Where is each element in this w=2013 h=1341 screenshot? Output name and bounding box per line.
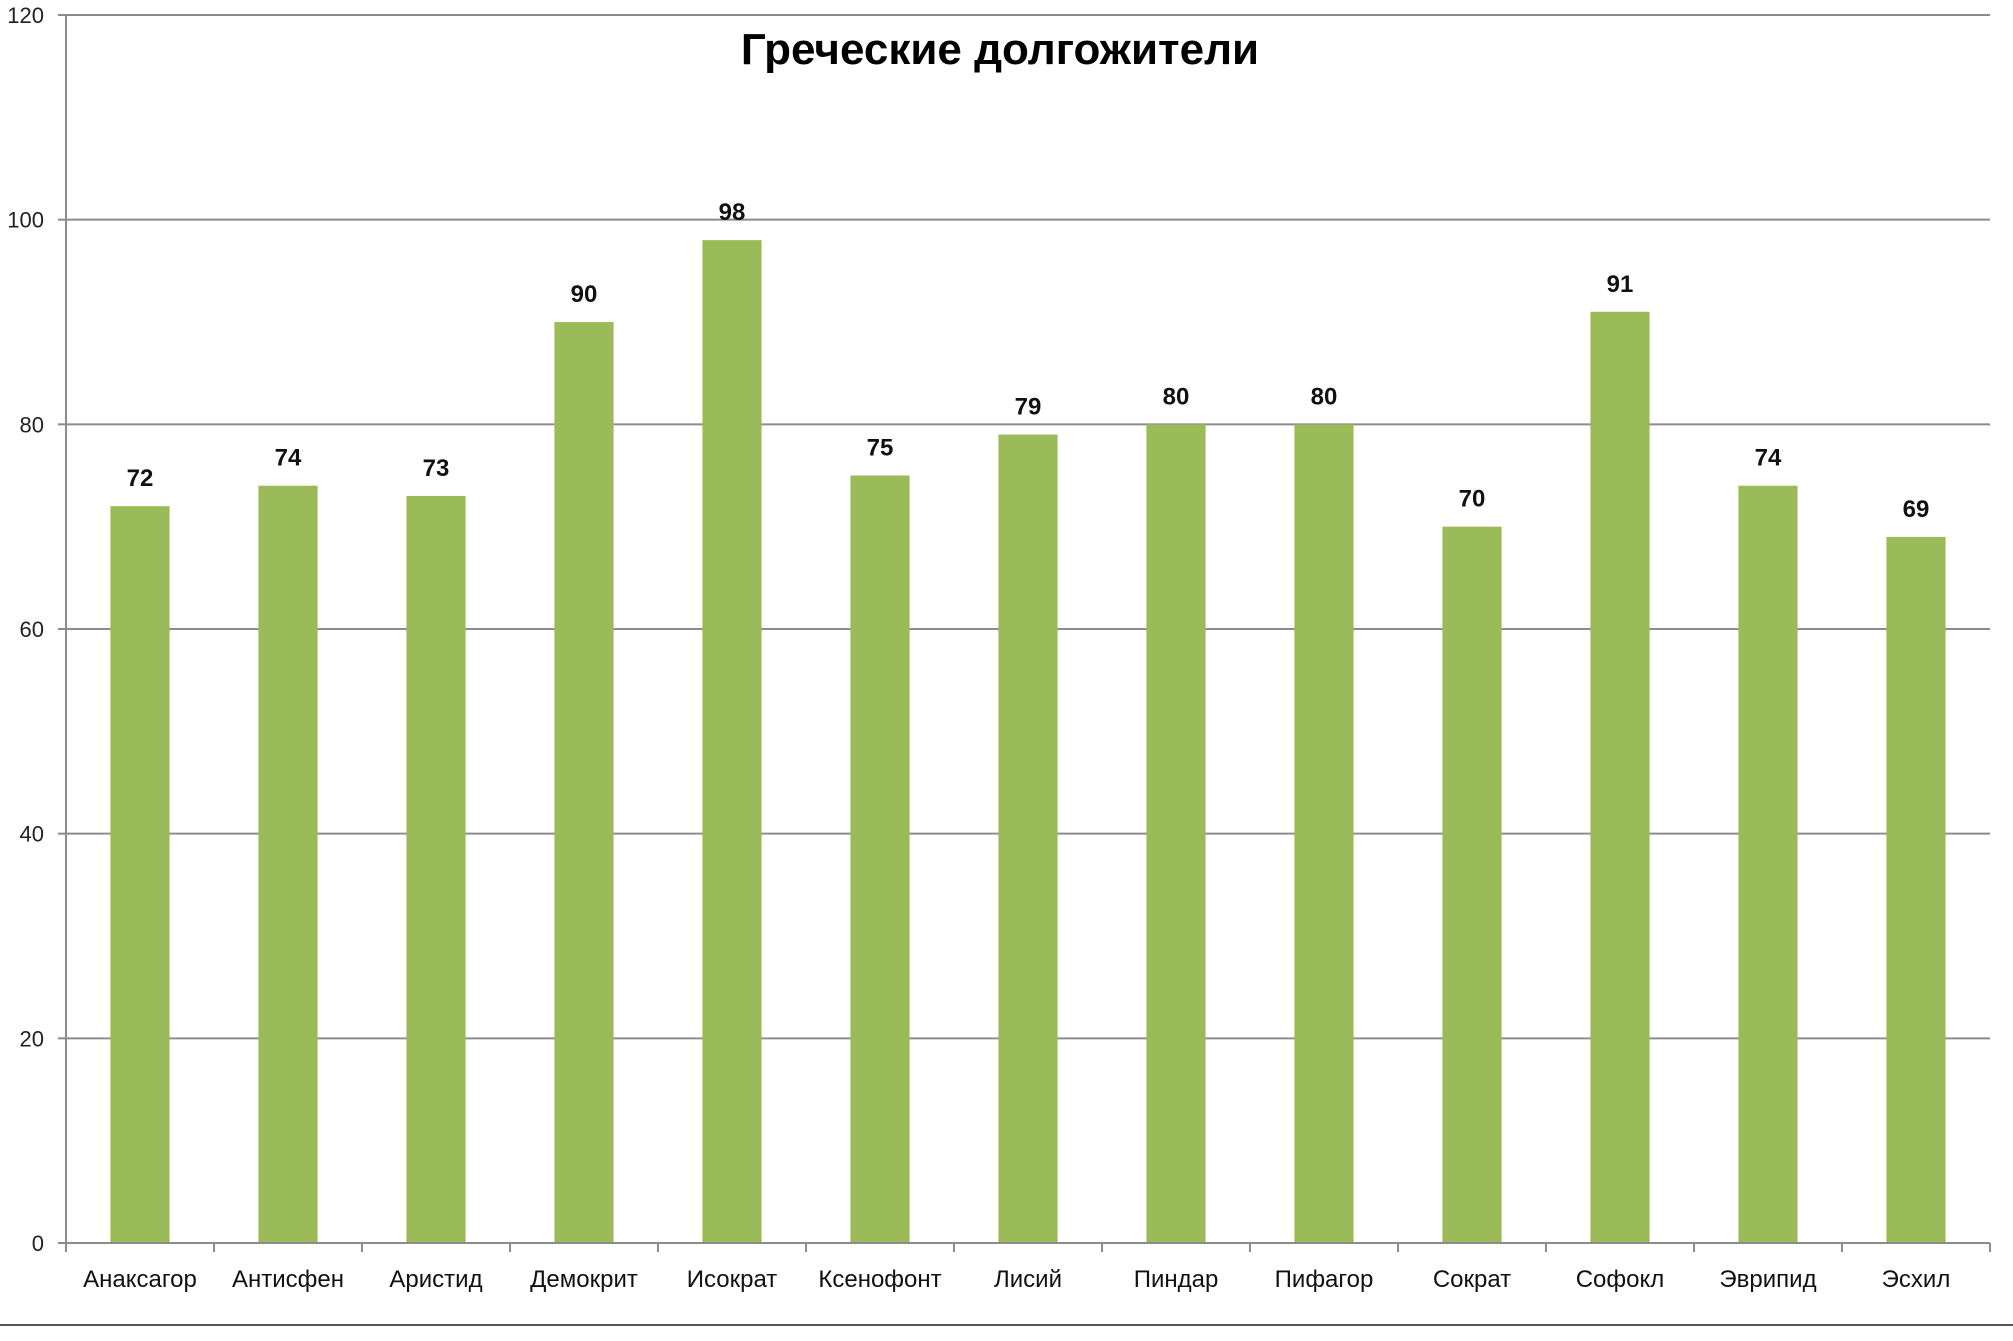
data-label: 72 — [127, 465, 154, 492]
bar-4 — [554, 322, 614, 1243]
bar-13 — [1886, 536, 1946, 1243]
bar-8 — [1146, 424, 1206, 1243]
y-tick-label: 20 — [20, 1026, 44, 1051]
x-tick-label: Пиндар — [1134, 1266, 1219, 1293]
data-label: 75 — [867, 435, 894, 462]
bar-10 — [1442, 526, 1502, 1243]
y-tick-label: 40 — [20, 822, 44, 847]
bar-3 — [406, 495, 466, 1243]
bar-7 — [998, 434, 1058, 1244]
y-tick-label: 80 — [20, 412, 44, 437]
y-tick-label: 0 — [32, 1231, 44, 1256]
bars: 72 74 73 90 98 75 79 80 80 70 91 74 69 — [110, 199, 1946, 1244]
x-tick-label: Сократ — [1433, 1266, 1511, 1293]
x-tick-label: Ксенофонт — [818, 1266, 941, 1293]
x-tick-label: Эсхил — [1882, 1266, 1951, 1293]
chart-title: Греческие долгожители — [741, 25, 1259, 74]
bar-2 — [258, 485, 318, 1243]
data-label: 73 — [423, 455, 450, 482]
x-tick-label: Эврипид — [1719, 1266, 1816, 1293]
bar-11 — [1590, 311, 1650, 1243]
bar-5 — [702, 240, 762, 1244]
x-tick-label: Лисий — [994, 1266, 1062, 1293]
bar-9 — [1294, 424, 1354, 1243]
data-label: 74 — [1755, 445, 1782, 472]
data-label: 98 — [719, 199, 746, 226]
x-tick-label: Демокрит — [530, 1266, 638, 1293]
y-tick-label: 120 — [7, 3, 44, 28]
data-label: 90 — [571, 281, 598, 308]
x-tick-label: Анаксагор — [83, 1266, 197, 1293]
data-label: 80 — [1163, 383, 1190, 410]
x-tick-label: Исократ — [687, 1266, 778, 1293]
data-label: 74 — [275, 445, 302, 472]
data-label: 80 — [1311, 383, 1338, 410]
x-tick-label: Софокл — [1576, 1266, 1665, 1293]
data-label: 69 — [1903, 496, 1930, 523]
data-label: 70 — [1459, 486, 1486, 513]
axes: 0 20 40 60 80 100 120 Анаксагор Антисфен Аристид Д… — [0, 3, 2013, 1326]
x-tick-label: Аристид — [389, 1266, 482, 1293]
bar-1 — [110, 506, 170, 1243]
x-tick-label: Пифагор — [1275, 1266, 1374, 1293]
x-tick-label: Антисфен — [232, 1266, 344, 1293]
bar-6 — [850, 475, 910, 1243]
y-tick-label: 100 — [7, 208, 44, 233]
bar-12 — [1738, 485, 1798, 1243]
data-label: 79 — [1015, 394, 1042, 421]
y-tick-label: 60 — [20, 617, 44, 642]
data-label: 91 — [1607, 271, 1634, 298]
